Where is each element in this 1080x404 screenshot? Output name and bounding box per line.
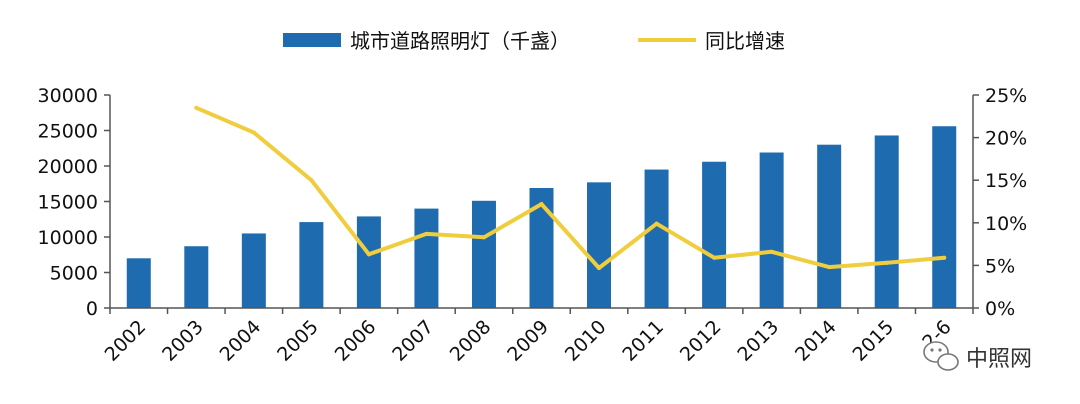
bar-2007 [414,208,439,308]
watermark-text: 中照网 [966,347,1032,372]
bar-2012 [702,161,727,308]
growth-point-2013 [769,249,774,254]
bar-2015 [874,135,899,308]
x-tick-label: 2012 [676,316,726,366]
growth-point-2011 [654,221,659,226]
growth-point-2012 [712,255,717,260]
bar-2005 [299,222,324,308]
x-tick-label: 2006 [331,316,381,366]
y-right-tick-label: 20% [985,128,1027,150]
y-left-tick-label: 0 [86,298,98,320]
growth-point-2014 [827,265,832,270]
legend-bar-swatch [283,33,341,47]
bar-2008 [471,200,496,308]
x-tick-label: 2009 [503,316,553,366]
growth-point-2007 [424,231,429,236]
bar-2002 [126,258,151,308]
y-right-tick-label: 10% [985,213,1027,235]
wechat-icon [923,341,959,371]
legend-line-label: 同比增速 [705,29,785,53]
x-tick-label: 2003 [158,316,208,366]
y-left-tick-label: 10000 [38,227,98,249]
x-tick-label: 2008 [446,316,496,366]
line-series [194,105,947,270]
x-tick-label: 2004 [216,316,266,366]
growth-point-2010 [597,265,602,270]
y-right-tick-label: 0% [985,298,1015,320]
growth-point-2016 [942,255,947,260]
watermark: 中照网 [923,341,1032,372]
legend-bar-label: 城市道路照明灯（千盏） [350,29,570,53]
growth-point-2006 [366,252,371,257]
y-right-tick-label: 25% [985,85,1027,107]
y-right-tick-label: 5% [985,255,1015,277]
x-tick-label: 2011 [618,316,668,366]
y-left-tick-label: 30000 [38,85,98,107]
bar-2011 [644,169,669,308]
bar-2003 [184,246,209,308]
x-tick-label: 2013 [733,316,783,366]
bar-2010 [587,182,612,308]
bar-2013 [759,152,784,308]
y-right-tick-label: 15% [985,170,1027,192]
bar-2016 [932,126,957,309]
x-tick-label: 2005 [273,316,323,366]
y-left-tick-label: 20000 [38,156,98,178]
growth-point-2015 [884,260,889,265]
growth-point-2003 [194,105,199,110]
x-tick-label: 2002 [101,316,151,366]
bar-series [126,126,957,309]
bar-2014 [817,144,842,308]
bar-2004 [241,233,266,308]
growth-line [194,105,947,270]
growth-point-2009 [539,202,544,207]
x-tick-label: 2007 [388,316,438,366]
bar-2006 [356,216,381,308]
legend: 城市道路照明灯（千盏） 同比增速 [283,29,785,53]
y-left-tick-label: 15000 [38,192,98,214]
x-tick-label: 2014 [791,316,841,366]
x-tick-label: 2010 [561,316,611,366]
x-tick-label: 2015 [848,316,898,366]
growth-point-2004 [251,130,256,135]
y-left-tick-label: 5000 [50,263,98,285]
y-left-tick-label: 25000 [38,121,98,143]
growth-point-2005 [309,178,314,183]
growth-point-2008 [481,235,486,240]
